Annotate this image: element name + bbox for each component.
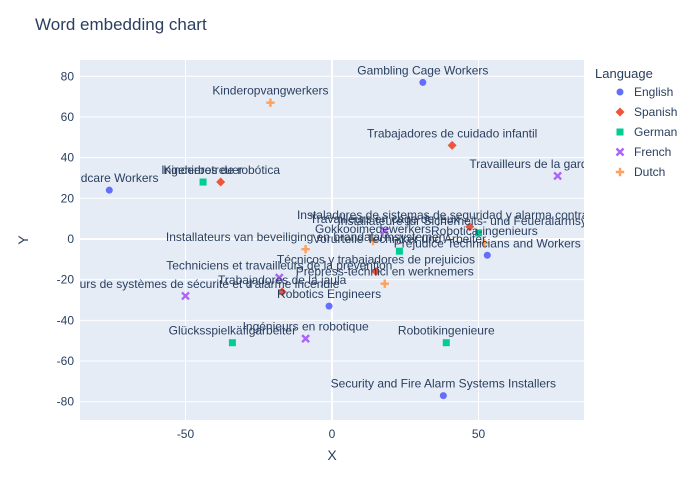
point-label: Glücksspielkäfigarbeiter: [169, 324, 296, 338]
point-label: Childcare Workers: [60, 171, 158, 185]
scatter-points: [105, 78, 562, 400]
y-tick-label: -40: [57, 313, 75, 327]
legend-item-label: Spanish: [634, 105, 677, 119]
legend-item-label: Dutch: [634, 165, 665, 179]
data-point: [419, 78, 427, 86]
chart-title: Word embedding chart: [35, 15, 207, 34]
axis-ticks: -50 0 50 -80 -60 -40 -20 0 20 40 60 80: [57, 69, 486, 441]
point-label: Trabajadores de cuidado infantil: [367, 126, 537, 140]
point-label: Kinderopvangwerkers: [212, 84, 328, 98]
data-point: [465, 222, 475, 232]
point-label: Técnicos y trabajadores de prejuicios: [277, 253, 475, 267]
data-point: [301, 334, 310, 343]
y-tick-label: -60: [57, 354, 75, 368]
data-point: [475, 229, 483, 237]
data-point: [371, 267, 381, 277]
data-point: [483, 251, 491, 259]
point-label: Gokkooimedewerkers: [315, 222, 431, 236]
data-point: [325, 302, 333, 310]
data-point: [216, 177, 226, 187]
legend-marker: [615, 107, 625, 117]
point-label: Travailleurs en cage de jeux: [310, 212, 460, 226]
data-point: [380, 226, 390, 236]
legend-marker: [615, 147, 625, 157]
data-point: [380, 279, 389, 288]
y-tick-label: 20: [61, 191, 75, 205]
data-point: [301, 244, 310, 254]
data-point: [368, 236, 378, 246]
data-point: [274, 273, 284, 282]
legend-title: Language: [595, 66, 653, 81]
x-tick-label: -50: [177, 427, 195, 441]
y-tick-label: 80: [61, 69, 75, 83]
legend-item-label: English: [634, 85, 673, 99]
y-tick-label: 0: [67, 232, 74, 246]
data-point: [228, 339, 236, 347]
data-point: [439, 392, 447, 400]
y-axis-title: Y: [15, 235, 31, 245]
point-label: Trabajadores de la jaula: [218, 273, 347, 287]
point-label: Robotikingenieure: [398, 324, 495, 338]
data-point: [199, 178, 207, 186]
point-label: Prejudice Technicians and Workers: [394, 236, 581, 250]
point-label: Robotica-ingenieurs: [431, 224, 538, 238]
data-point: [395, 247, 403, 255]
data-point: [105, 186, 113, 194]
y-tick-label: 40: [61, 151, 75, 165]
legend-item-label: French: [634, 145, 671, 159]
data-point: [553, 171, 562, 181]
legend: Language English Spanish German French Dutch: [595, 66, 677, 179]
grid: [80, 60, 584, 420]
point-label: Instaladores de sistemas de seguridad y …: [297, 208, 643, 222]
data-point: [266, 98, 275, 107]
point-label: Techniciens et travailleurs de la préven…: [166, 259, 392, 273]
point-label: Security and Fire Alarm Systems Installe…: [331, 377, 556, 391]
x-tick-label: 50: [472, 427, 486, 441]
x-tick-label: 0: [329, 427, 336, 441]
point-label: Installateure für Sicherheits- und Feuer…: [337, 214, 619, 228]
point-label: Installateurs van beveiliging en brandal…: [166, 230, 446, 244]
point-label: Kinderbetreuer: [163, 163, 242, 177]
data-point: [480, 238, 489, 248]
legend-marker: [616, 128, 624, 136]
legend-marker: [616, 88, 624, 96]
x-axis-title: X: [327, 447, 337, 463]
point-label: Prepress-technici en werknemers: [296, 265, 474, 279]
y-tick-label: 60: [61, 110, 75, 124]
y-tick-label: -20: [57, 273, 75, 287]
legend-item-label: German: [634, 125, 677, 139]
data-point: [442, 339, 450, 347]
data-point: [181, 291, 190, 301]
legend-marker: [615, 167, 625, 177]
point-labels: Gambling Cage Workers Childcare Workers Ro…: [32, 63, 646, 391]
point-label: Robotics Engineers: [277, 287, 381, 301]
data-point: [447, 140, 457, 150]
data-point: [277, 287, 287, 297]
point-label: Vorurteile Techniker und Arbeiter: [313, 232, 486, 246]
point-label: Ingenieros de robótica: [161, 163, 280, 177]
point-label: Ingénieurs en robotique: [243, 320, 369, 334]
point-label: Gambling Cage Workers: [357, 63, 488, 77]
point-label: Installateurs de systèmes de sécurité et…: [32, 277, 340, 291]
point-label: Travailleurs de la garde d'enfants: [469, 157, 646, 171]
y-tick-label: -80: [57, 395, 75, 409]
